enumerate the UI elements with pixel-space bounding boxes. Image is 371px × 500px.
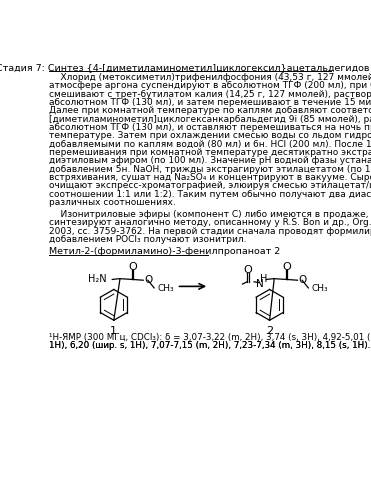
Text: смешивают с трет-бутилатом калия (14,25 г, 127 ммолей), растворенным в: смешивают с трет-бутилатом калия (14,25 … xyxy=(49,90,371,98)
Text: Хлорид (метоксиметил)трифенилфосфония (43,53 г, 127 ммолей) в: Хлорид (метоксиметил)трифенилфосфония (4… xyxy=(49,73,371,82)
Text: 2003, сс. 3759-3762. На первой стадии сначала проводят формилирование. Затем: 2003, сс. 3759-3762. На первой стадии сн… xyxy=(49,226,371,235)
Text: 1H), 6,20 (шир. s, 1H), 7,07-7,15 (m, 2H), 7,23-7,34 (m, 3H), 8,15 (s, 1H).: 1H), 6,20 (шир. s, 1H), 7,07-7,15 (m, 2H… xyxy=(49,340,371,349)
Text: абсолютном ТГФ (130 мл), и оставляют перемешиваться на ночь при комнатной: абсолютном ТГФ (130 мл), и оставляют пер… xyxy=(49,123,371,132)
Text: H: H xyxy=(260,274,268,283)
Text: O: O xyxy=(282,262,291,272)
Text: 1: 1 xyxy=(110,326,117,336)
Text: добавлением POCl₃ получают изонитрил.: добавлением POCl₃ получают изонитрил. xyxy=(49,235,247,244)
Text: очищают экспресс-хроматографией, элюируя смесью этилацетат/циклогексан (в: очищают экспресс-хроматографией, элюируя… xyxy=(49,181,371,190)
Text: O: O xyxy=(243,265,252,275)
Text: добавлением 5н. NaOH, трижды экстрагируют этилацетатом (по 100 мл) путем: добавлением 5н. NaOH, трижды экстрагирую… xyxy=(49,164,371,173)
Text: Изонитриловые эфиры (компонент С) либо имеются в продаже, либо их: Изонитриловые эфиры (компонент С) либо и… xyxy=(49,210,371,219)
Text: перемешивания при комнатной температуре десятикратно экстрагируют: перемешивания при комнатной температуре … xyxy=(49,148,371,157)
Text: встряхивания, сушат над Na₂SO₄ и концентрируют в вакууме. Сырой продукт: встряхивания, сушат над Na₂SO₄ и концент… xyxy=(49,173,371,182)
Text: O: O xyxy=(144,275,152,285)
Text: O: O xyxy=(128,262,137,272)
Text: Стадия 7: Синтез {4-[диметиламинометил]циклогексил}ацетальдегидов 10: Стадия 7: Синтез {4-[диметиламинометил]ц… xyxy=(0,63,371,72)
Text: соотношении 1:1 или 1:2). Таким путем обычно получают два диастереомера в: соотношении 1:1 или 1:2). Таким путем об… xyxy=(49,190,371,198)
Text: Метил-2-(формиламино)-3-фенилпропаноат 2: Метил-2-(формиламино)-3-фенилпропаноат 2 xyxy=(49,247,281,256)
Text: 1H), 6,20 (шир. s, 1H), 7,07-7,15 (m, 2H), 7,23-7,34 (m, 3H), 8,15 (s, 1H).: 1H), 6,20 (шир. s, 1H), 7,07-7,15 (m, 2H… xyxy=(49,340,371,349)
Text: CH₃: CH₃ xyxy=(311,284,328,293)
Text: O: O xyxy=(298,275,306,285)
Text: ¹H-ЯМР (300 МГц, CDCl₃): δ = 3,07-3,22 (m, 2H), 3,74 (s, 3H), 4,92-5,01 (m,: ¹H-ЯМР (300 МГц, CDCl₃): δ = 3,07-3,22 (… xyxy=(49,332,371,342)
Text: 2: 2 xyxy=(266,326,273,336)
Text: синтезируют аналогично методу, описанному у R.S. Bon и др., Org. Lett. 5, 20,: синтезируют аналогично методу, описанном… xyxy=(49,218,371,228)
Text: различных соотношениях.: различных соотношениях. xyxy=(49,198,176,207)
Text: диэтиловым эфиром (по 100 мл). Значение pH водной фазы устанавливают на 11: диэтиловым эфиром (по 100 мл). Значение … xyxy=(49,156,371,165)
Text: CH₃: CH₃ xyxy=(157,284,174,293)
Text: [диметиламинометил]циклогексанкарбальдегид 9i (85 ммолей), растворенный в: [диметиламинометил]циклогексанкарбальдег… xyxy=(49,114,371,124)
Text: N: N xyxy=(256,279,264,289)
Text: абсолютном ТГФ (130 мл), и затем перемешивают в течение 15 мин при 0°С.: абсолютном ТГФ (130 мл), и затем перемеш… xyxy=(49,98,371,107)
Text: атмосфере аргона суспендируют в абсолютном ТГФ (200 мл), при 0°С по каплям: атмосфере аргона суспендируют в абсолютн… xyxy=(49,82,371,90)
Text: Далее при комнатной температуре по каплям добавляют соответствующий 4-: Далее при комнатной температуре по капля… xyxy=(49,106,371,116)
Text: H₂N: H₂N xyxy=(88,274,107,284)
Text: температуре. Затем при охлаждении смесью воды со льдом гидролизуют: температуре. Затем при охлаждении смесью… xyxy=(49,132,371,140)
Text: добавляемыми по каплям водой (80 мл) и 6н. HCl (200 мл). После 1-часового: добавляемыми по каплям водой (80 мл) и 6… xyxy=(49,140,371,148)
